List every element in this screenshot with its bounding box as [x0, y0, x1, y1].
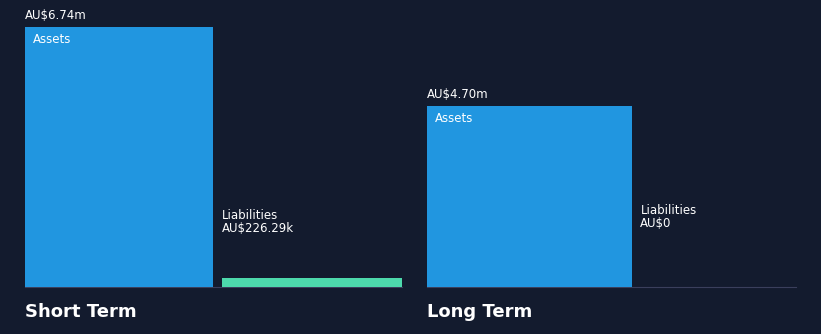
- Text: AU$226.29k: AU$226.29k: [222, 222, 294, 235]
- Text: AU$6.74m: AU$6.74m: [25, 9, 86, 22]
- Bar: [427, 106, 632, 287]
- Text: Short Term: Short Term: [25, 303, 136, 321]
- Text: Liabilities: Liabilities: [222, 209, 278, 222]
- Text: Assets: Assets: [33, 33, 71, 46]
- Bar: [222, 279, 402, 287]
- Text: Assets: Assets: [435, 112, 474, 125]
- Bar: [25, 27, 213, 287]
- Text: Long Term: Long Term: [427, 303, 532, 321]
- Text: AU$0: AU$0: [640, 217, 672, 230]
- Text: AU$4.70m: AU$4.70m: [427, 88, 488, 101]
- Text: Liabilities: Liabilities: [640, 204, 697, 217]
